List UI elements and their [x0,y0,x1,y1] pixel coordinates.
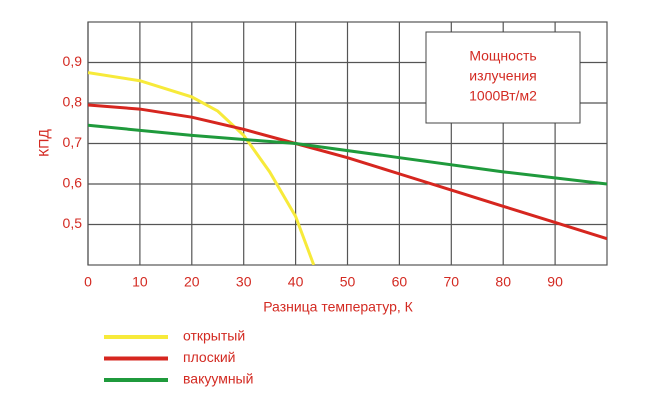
x-tick-label: 80 [495,274,511,290]
annotation: излучения [469,68,536,84]
series-line [88,103,607,241]
y-tick-label: 0,9 [63,53,83,69]
x-tick-label: 30 [236,274,252,290]
annotation-box [425,31,581,124]
series-line [88,71,316,265]
annotation: Мощность [469,48,536,64]
legend-label: вакуумный [183,371,253,387]
y-axis-label: КПД [36,129,52,157]
y-tick-label: 0,6 [63,175,83,191]
x-tick-label: 50 [340,274,356,290]
x-tick-label: 0 [84,274,92,290]
x-axis-label: Разница температур, К [263,299,413,315]
x-tick-label: 60 [392,274,408,290]
y-tick-label: 0,5 [63,215,83,231]
legend-label: открытый [183,328,245,344]
annotation: 1000Вт/м2 [469,88,537,104]
y-tick-label: 0,8 [63,94,83,110]
legend-label: плоский [183,349,235,365]
x-tick-label: 10 [132,274,148,290]
x-tick-label: 70 [444,274,460,290]
y-tick-label: 0,7 [63,134,83,150]
x-tick-label: 90 [547,274,563,290]
series-line [88,123,607,186]
x-tick-label: 40 [288,274,304,290]
x-tick-label: 20 [184,274,200,290]
